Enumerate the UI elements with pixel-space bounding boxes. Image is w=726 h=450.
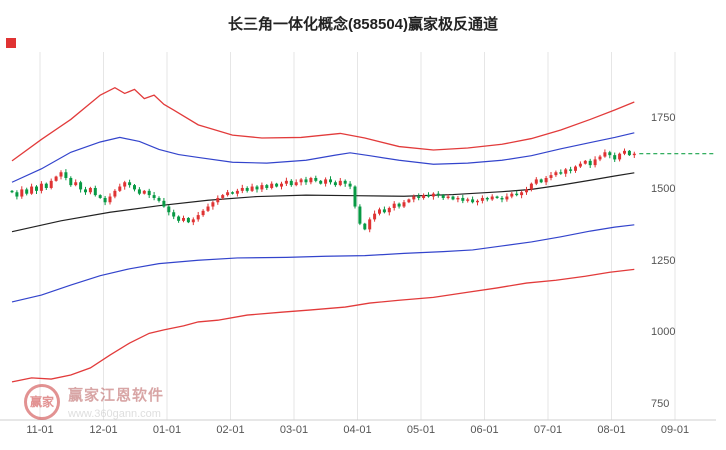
watermark-text: 赢家江恩软件 www.360gann.com — [68, 384, 164, 420]
candlesticks — [10, 148, 636, 233]
chart-title: 长三角一体化概念(858504)赢家极反通道 — [227, 16, 499, 33]
outer-lower-red-line — [11, 268, 635, 383]
middle-black-line — [11, 172, 635, 233]
inner-upper-blue-line — [11, 132, 635, 183]
inner-lower-blue-line — [11, 224, 635, 303]
watermark-url: www.360gann.com — [68, 408, 161, 420]
outer-upper-red-line — [11, 86, 635, 162]
watermark-brand: 赢家江恩软件 — [68, 387, 165, 404]
watermark: 赢家 赢家江恩软件 www.360gann.com — [24, 384, 164, 420]
red-marker-icon — [6, 38, 16, 48]
brand-logo-icon: 赢家 — [24, 384, 60, 420]
